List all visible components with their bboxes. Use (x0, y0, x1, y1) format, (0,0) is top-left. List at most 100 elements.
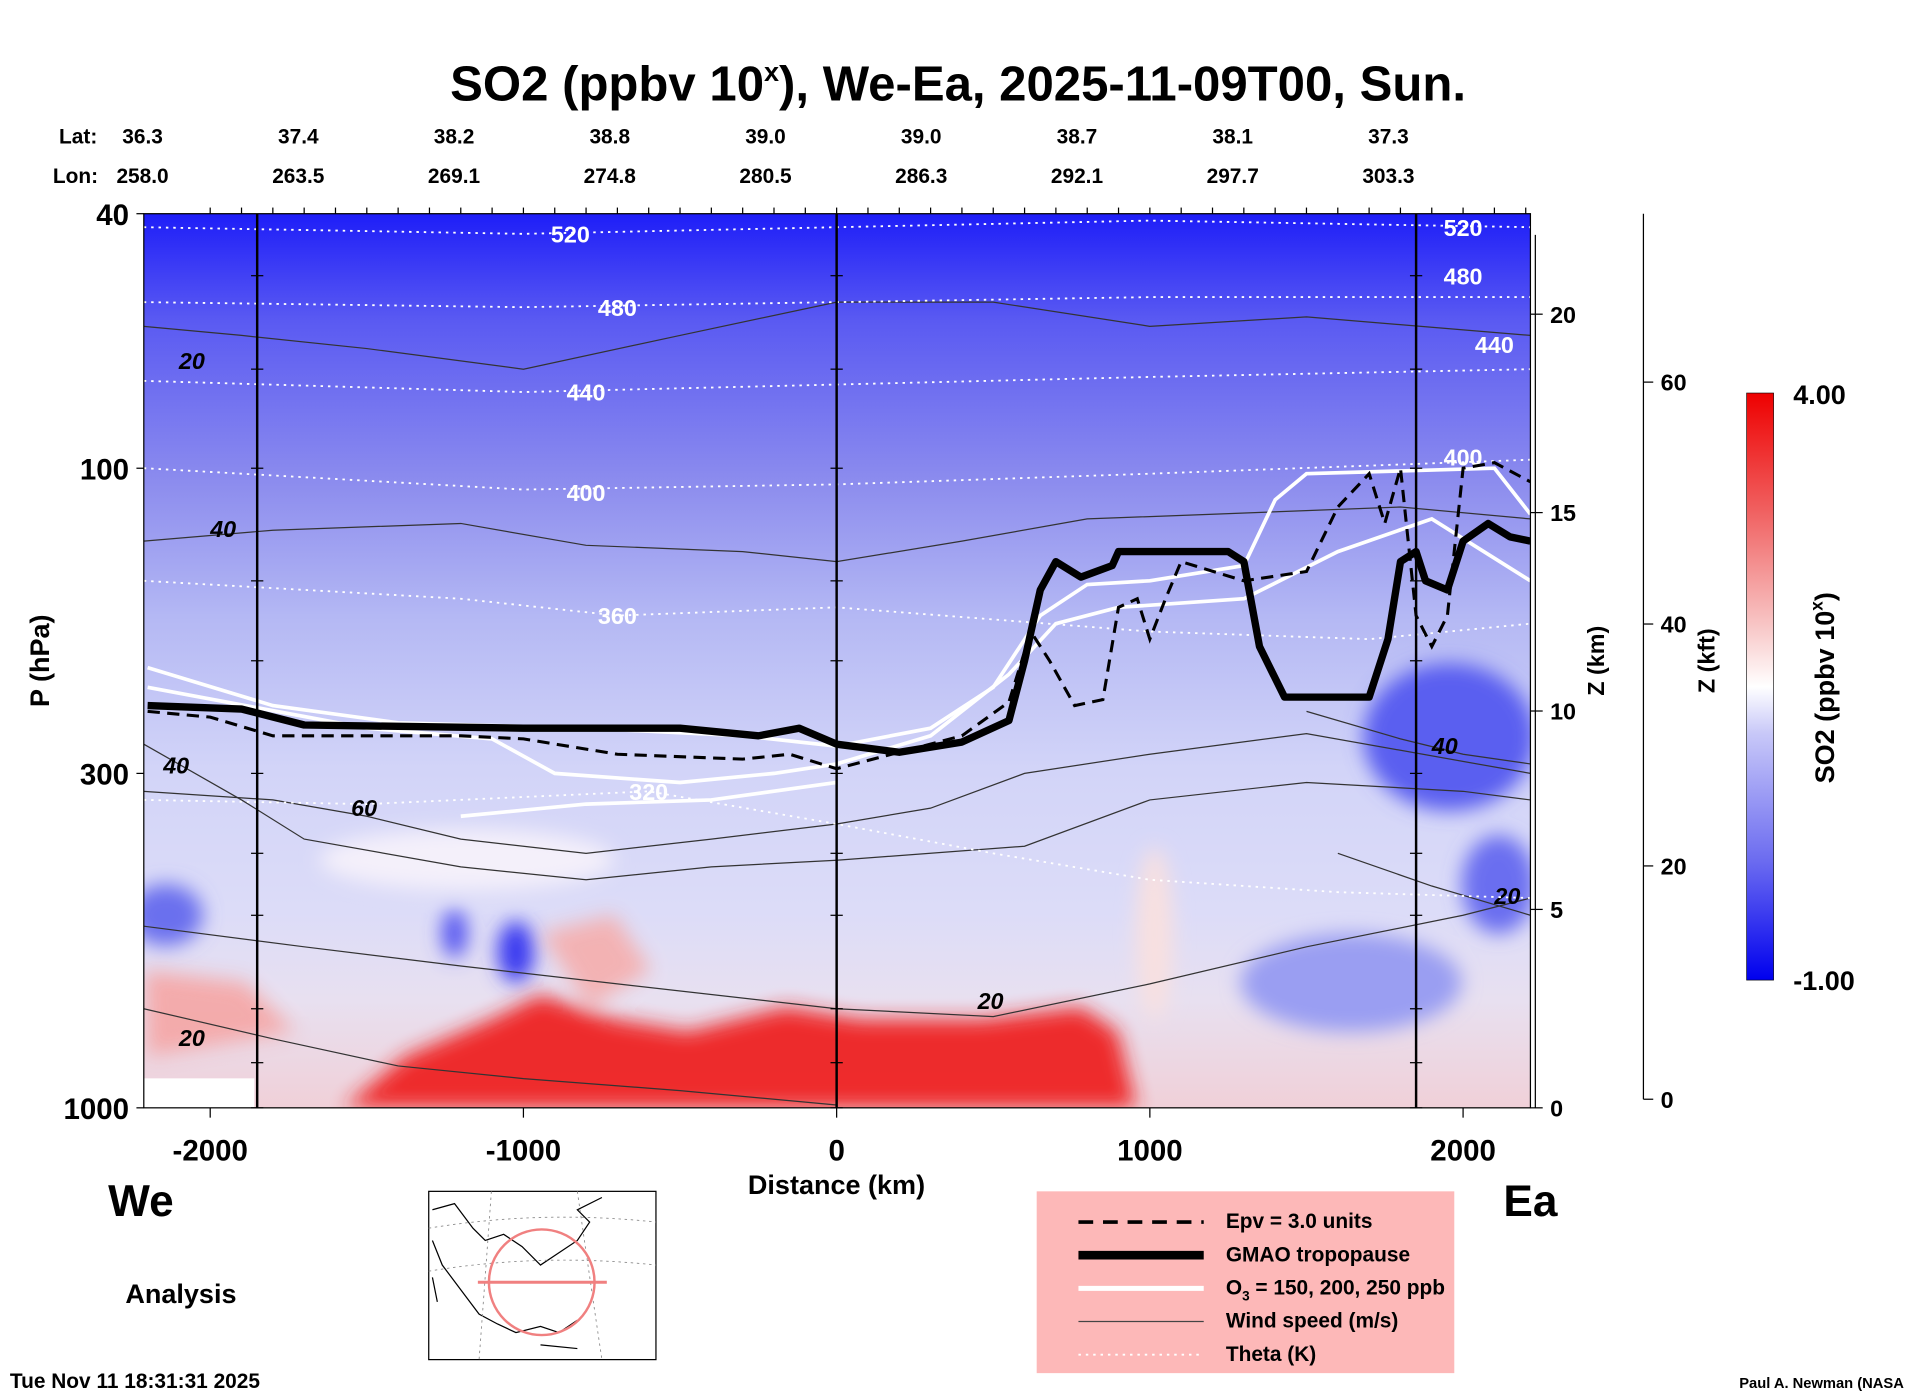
z-km-tick-label: 5 (1550, 897, 1563, 923)
lat-value: 38.1 (1212, 126, 1253, 149)
z-kft-tick-label: 0 (1661, 1087, 1674, 1113)
lon-value: 303.3 (1362, 165, 1414, 188)
wind-contour-line (143, 1008, 837, 1106)
wind-contour-label: 20 (977, 988, 1004, 1014)
wind-contour-label: 20 (178, 348, 205, 374)
theta-contour-label: 520 (1444, 215, 1483, 241)
x-tick-label: -1000 (486, 1135, 561, 1168)
wind-contour-label: 40 (162, 752, 189, 778)
wind-contour-line (1337, 852, 1531, 916)
theta-contour-label: 480 (1444, 263, 1483, 289)
theta-contour-label: 400 (567, 480, 606, 506)
x-tick-label: 1000 (1117, 1135, 1183, 1168)
x-tick-label: -2000 (173, 1135, 248, 1168)
colorbar-title: SO2 (ppbv 10x) (1807, 592, 1840, 783)
lon-value: 269.1 (428, 165, 481, 188)
o3-contour-line (147, 516, 1531, 785)
legend: Epv = 3.0 units GMAO tropopause O3 = 150… (1036, 1191, 1455, 1374)
field-blob-blue (143, 884, 203, 946)
lat-value: 38.7 (1057, 126, 1098, 149)
lat-value: 38.8 (589, 126, 630, 149)
z-km-tick-label: 15 (1550, 500, 1576, 526)
wind-contour-line (143, 897, 1531, 1018)
lon-value: 280.5 (739, 165, 792, 188)
lon-value: 297.7 (1207, 165, 1259, 188)
theta-contour-line (143, 790, 1531, 899)
timestamp: Tue Nov 11 18:31:31 2025 (10, 1370, 260, 1393)
wind-contour-line (143, 732, 1531, 854)
legend-theta-label: Theta (K) (1226, 1343, 1316, 1366)
wind-contour-label: 40 (1431, 733, 1458, 759)
lat-row-label: Lat: (59, 126, 97, 149)
wind-contour-label: 40 (209, 516, 236, 542)
wind-contour-label: 60 (351, 795, 377, 821)
vertical-markers (251, 213, 1423, 1109)
east-label: Ea (1503, 1177, 1557, 1226)
z-km-tick-label: 0 (1550, 1095, 1563, 1121)
field-blob-blue (497, 921, 535, 983)
west-label: We (108, 1177, 174, 1226)
field-blob-blue (1363, 663, 1531, 811)
wind-contour-label: 20 (1493, 883, 1520, 909)
field-blob-blue (1240, 933, 1462, 1032)
tropopause-line (147, 519, 1531, 756)
colorbar-min-label: -1.00 (1793, 966, 1855, 996)
legend-o3-label: O3 = 150, 200, 250 ppb (1226, 1277, 1445, 1304)
epv-contour (147, 461, 1531, 771)
y-tick-label: 1000 (63, 1093, 129, 1126)
lon-value: 286.3 (895, 165, 947, 188)
field-surface-white (143, 1078, 255, 1108)
z-kft-tick-label: 40 (1661, 612, 1687, 638)
z-kft-axis-label: Z (kft) (1694, 628, 1720, 693)
colorbar (1746, 392, 1774, 981)
credit: Paul A. Newman (NASA (1739, 1376, 1904, 1392)
y-tick-label: 40 (96, 199, 129, 232)
inset-map (428, 1190, 657, 1361)
o3-contour-line (460, 780, 837, 819)
wind-contours: 20 40 60 40 20 20 40 20 (143, 301, 1531, 1106)
theta-contour-label: 480 (598, 295, 637, 321)
chart-title: SO2 (ppbv 10x), We-Ea, 2025-11-09T00, Su… (450, 57, 1466, 112)
theta-contour-label: 360 (598, 603, 637, 629)
legend-epv-label: Epv = 3.0 units (1226, 1210, 1373, 1233)
wind-contour-line (143, 301, 1531, 370)
y-tick-label: 100 (80, 453, 129, 486)
map-coastline (431, 1196, 603, 1350)
wind-contour-line (1306, 710, 1531, 765)
lon-value: 274.8 (584, 165, 636, 188)
theta-contour-label: 440 (567, 380, 606, 406)
field-blob-white (1136, 847, 1174, 1020)
mode-label: Analysis (125, 1279, 236, 1309)
lat-value: 39.0 (745, 126, 786, 149)
field-blob-blue (1461, 835, 1531, 934)
theta-contour-label: 440 (1475, 332, 1514, 358)
lat-value: 36.3 (122, 126, 163, 149)
field-blob-blue (442, 908, 467, 958)
z-km-tick-label: 20 (1550, 302, 1576, 328)
x-axis-label: Distance (km) (748, 1170, 925, 1200)
z-kft-tick-label: 60 (1661, 370, 1687, 396)
lon-value: 263.5 (272, 165, 325, 188)
axes: -2000 -1000 0 1000 2000 40 100 300 1000 0 5 10 15 20 0… (63, 199, 1686, 1168)
lon-value: 292.1 (1051, 165, 1104, 188)
lon-row-label: Lon: (53, 165, 98, 188)
lon-value: 258.0 (116, 165, 168, 188)
lat-lon-header: 36.3 258.0 37.4 263.5 38.2 269.1 38.8 274.8 39.0… (116, 126, 1414, 188)
lat-value: 39.0 (901, 126, 942, 149)
legend-wind-label: Wind speed (m/s) (1226, 1310, 1399, 1333)
z-kft-tick-label: 20 (1661, 854, 1687, 880)
x-tick-label: 0 (828, 1135, 844, 1168)
colorbar-max-label: 4.00 (1793, 380, 1846, 410)
z-km-axis-label: Z (km) (1583, 626, 1609, 696)
lat-value: 37.3 (1368, 126, 1409, 149)
y-tick-label: 300 (80, 758, 129, 791)
legend-tropopause-label: GMAO tropopause (1226, 1243, 1410, 1266)
wind-contour-label: 20 (178, 1025, 205, 1051)
field-blob-white (319, 829, 615, 891)
epv-contour-line (147, 461, 1531, 771)
wind-contour-line (143, 743, 1531, 881)
lat-value: 37.4 (278, 126, 319, 149)
y-axis-label: P (hPa) (25, 614, 55, 707)
tropopause-path (147, 519, 1531, 756)
